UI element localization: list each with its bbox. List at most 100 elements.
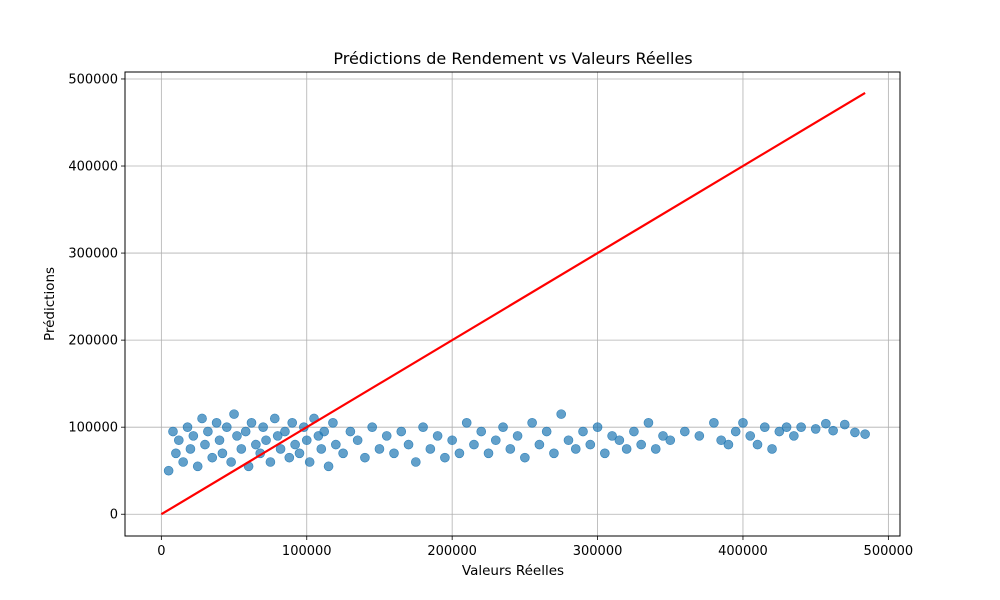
scatter-point <box>810 424 821 434</box>
scatter-point <box>328 418 338 428</box>
scatter-point <box>490 435 501 446</box>
scatter-point <box>226 457 236 467</box>
grid-lines <box>125 72 900 536</box>
scatter-point <box>607 431 617 441</box>
scatter-point <box>650 444 661 454</box>
scatter-point <box>709 418 719 428</box>
ideal-fit-line <box>160 91 866 516</box>
scatter-point <box>447 435 457 446</box>
scatter-point <box>269 413 280 424</box>
scatter-point <box>629 426 639 437</box>
scatter-point <box>338 448 348 459</box>
scatter-point <box>483 448 494 459</box>
scatter-point <box>549 448 559 459</box>
scatter-point <box>745 431 756 441</box>
chart-title: Prédictions de Rendement vs Valeurs Réel… <box>333 49 692 68</box>
scatter-point <box>716 435 726 446</box>
scatter-point <box>461 418 472 428</box>
scatter-point <box>163 465 174 476</box>
y-tick-label: 100000 <box>68 421 118 436</box>
scatter-point <box>168 426 178 437</box>
scatter-point <box>272 431 283 441</box>
scatter-point <box>251 439 261 450</box>
scatter-point <box>850 427 860 438</box>
scatter-point <box>418 422 428 432</box>
scatter-point <box>454 448 465 459</box>
x-axis-title: Valeurs Réelles <box>462 563 564 579</box>
scatter-point <box>203 426 213 437</box>
scatter-point <box>275 444 286 454</box>
scatter-point <box>232 431 242 441</box>
x-tick-label: 500000 <box>864 544 914 559</box>
scatter-point <box>178 457 188 467</box>
scatter-point <box>556 409 567 419</box>
x-tick-label: 400000 <box>718 544 768 559</box>
y-axis-ticks: 0 100000 200000 300000 400000 500000 <box>68 72 125 523</box>
scatter-point <box>323 461 334 472</box>
scatter-point <box>541 426 552 437</box>
scatter-point <box>767 444 777 454</box>
scatter-point <box>294 448 305 459</box>
scatter-point <box>614 435 625 446</box>
scatter-point <box>229 409 239 419</box>
scatter-point <box>261 435 271 446</box>
scatter-point <box>345 426 356 437</box>
scatter-point <box>694 431 705 441</box>
plot-frame <box>124 71 901 537</box>
scatter-point <box>214 435 225 446</box>
scatter-point <box>680 426 690 437</box>
scatter-point <box>469 439 479 450</box>
scatter-point <box>585 439 596 450</box>
scatter-point <box>352 435 363 446</box>
scatter-point <box>796 422 806 432</box>
reference-line <box>160 91 866 516</box>
y-tick-label: 300000 <box>68 247 118 262</box>
scatter-point <box>600 448 610 459</box>
scatter-point <box>592 422 603 432</box>
scatter-point <box>534 439 545 450</box>
scatter-point <box>265 457 276 467</box>
scatter-point <box>192 461 203 472</box>
y-tick-label: 0 <box>110 508 118 523</box>
scatter-point <box>360 452 370 463</box>
scatter-point <box>284 452 295 463</box>
scatter-point <box>860 429 870 439</box>
scatter-point <box>319 426 330 437</box>
x-tick-label: 300000 <box>573 544 623 559</box>
x-tick-label: 200000 <box>427 544 477 559</box>
scatter-point <box>331 439 341 450</box>
scatter-points <box>163 409 870 476</box>
scatter-point <box>207 452 218 463</box>
scatter-point <box>828 425 838 436</box>
scatter-point <box>182 422 193 432</box>
x-tick-label: 0 <box>157 544 165 559</box>
scatter-point <box>563 435 574 446</box>
scatter-point <box>527 418 537 428</box>
scatter-point <box>217 448 228 459</box>
y-tick-label: 400000 <box>68 160 118 175</box>
scatter-point <box>440 452 450 463</box>
scatter-point <box>781 422 792 432</box>
scatter-point <box>505 444 516 454</box>
scatter-point <box>173 435 184 446</box>
scatter-point <box>280 426 290 437</box>
scatter-point <box>200 439 210 450</box>
scatter-point <box>730 426 741 437</box>
scatter-point <box>636 439 646 450</box>
scatter-point <box>759 422 770 432</box>
scatter-point <box>723 439 734 450</box>
scatter-point <box>621 444 632 454</box>
scatter-point <box>476 426 487 437</box>
scatter-point <box>301 435 312 446</box>
scatter-point <box>432 431 443 441</box>
scatter-point <box>658 431 668 441</box>
scatter-point <box>396 426 407 437</box>
scatter-point <box>578 426 588 437</box>
scatter-point <box>381 431 392 441</box>
scatter-point <box>258 422 268 432</box>
y-tick-label: 200000 <box>68 334 118 349</box>
scatter-point <box>246 418 257 428</box>
scatter-point <box>774 426 785 437</box>
